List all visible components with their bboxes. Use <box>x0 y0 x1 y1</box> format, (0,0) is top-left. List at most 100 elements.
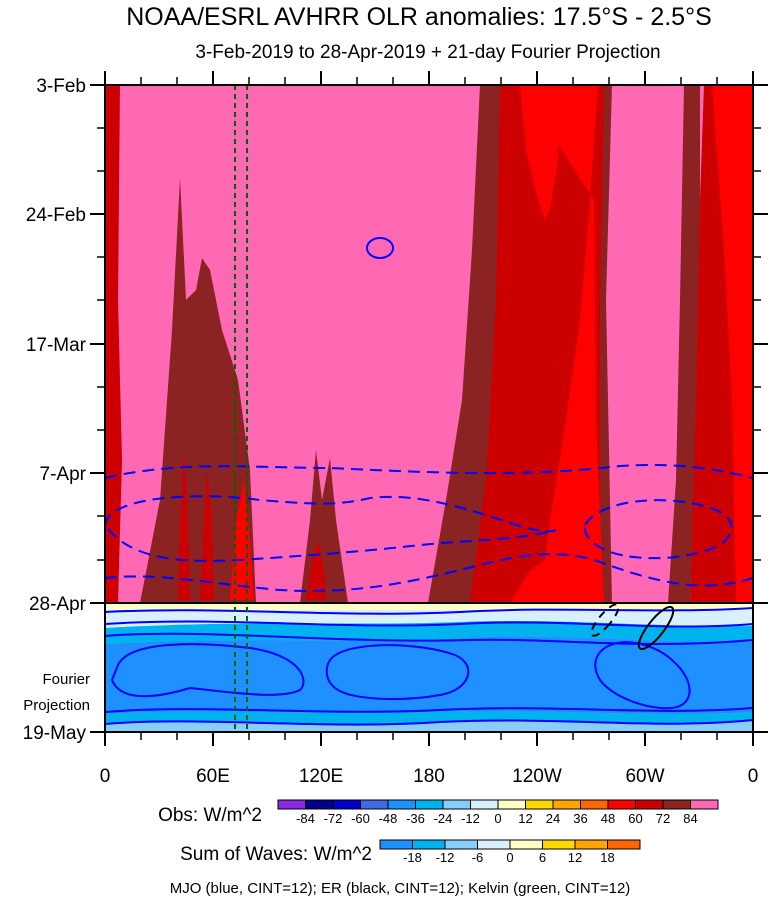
y-tick-label: 17-Mar <box>26 335 87 356</box>
obs-band-atlantic-brown <box>668 85 700 603</box>
colorbar-tick-label: 60 <box>628 811 642 826</box>
colorbar-tick-label: -12 <box>461 811 480 826</box>
obs-red-spot-3 <box>230 480 254 600</box>
mjo-contour-dashed-1 <box>105 463 753 479</box>
proj-mjo-line-2 <box>105 620 753 628</box>
colorbar-swatch <box>580 799 609 810</box>
colorbar-swatch <box>470 799 499 810</box>
proj-mjo-cell-1 <box>110 643 305 698</box>
colorbar-swatch <box>387 799 416 810</box>
colorbar-tick-label: 48 <box>601 811 615 826</box>
colorbar-tick-label: -18 <box>403 850 422 865</box>
obs-band-east-pacific-red <box>520 85 604 603</box>
proj-light-band <box>105 621 753 644</box>
y-tick-label: 24-Feb <box>26 205 86 226</box>
colorbar-tick-label: 12 <box>568 850 582 865</box>
mjo-contour-dashed-3 <box>583 499 733 560</box>
colorbar-tick-label: 24 <box>546 811 560 826</box>
colorbar-swatch <box>442 799 471 810</box>
colorbar-swatch <box>525 799 554 810</box>
colorbar-swatch <box>477 839 511 850</box>
mjo-contour-dashed-4 <box>105 553 753 592</box>
obs-colorbar: -84 -72 -60 -48 -36 -24 -12 0 12 24 36 48 60 72 84 <box>277 799 719 826</box>
proj-mjo-cell-3 <box>594 641 691 710</box>
x-tick-label: 0 <box>748 766 759 787</box>
colorbar-tick-label: 36 <box>573 811 587 826</box>
y-tick-label: 19-May <box>23 723 87 744</box>
x-tick-label: 60W <box>625 766 664 787</box>
obs-panel <box>105 85 753 603</box>
obs-red-spot-2 <box>200 470 214 600</box>
obs-red-spot-1 <box>178 450 190 600</box>
colorbar-swatch <box>574 839 608 850</box>
x-tick-label: 180 <box>413 766 445 787</box>
proj-mjo-line-1 <box>105 607 753 615</box>
x-ticks <box>104 71 754 746</box>
x-tick-label: 120W <box>512 766 562 787</box>
colorbar-tick-label: 12 <box>518 811 532 826</box>
colorbar-swatch <box>497 799 526 810</box>
chart-subtitle: 3-Feb-2019 to 28-Apr-2019 + 21-day Fouri… <box>195 42 660 63</box>
er-contour-dashed <box>590 603 620 637</box>
colorbar-swatch <box>305 799 334 810</box>
colorbar-swatch <box>509 839 543 850</box>
y-ticks <box>90 84 768 733</box>
colorbar-tick-label: 6 <box>539 850 546 865</box>
projection-panel <box>105 603 753 732</box>
obs-band-atlantic-red <box>712 85 753 603</box>
colorbar-tick-label: -60 <box>351 811 370 826</box>
x-tick-label: 120E <box>299 766 343 787</box>
footer-note: MJO (blue, CINT=12); ER (black, CINT=12)… <box>170 880 631 897</box>
colorbar-tick-label: -36 <box>406 811 425 826</box>
er-contour-solid <box>637 605 675 651</box>
colorbar-swatch <box>412 839 446 850</box>
colorbar-tick-label: -72 <box>324 811 343 826</box>
y-tick-label-fourier: Fourier <box>42 671 90 688</box>
proj-mjo-line-5 <box>105 719 753 726</box>
mjo-contour-small <box>366 237 394 259</box>
y-minor-ticks <box>97 127 761 561</box>
colorbar-swatch <box>542 839 576 850</box>
colorbar-swatch <box>277 799 306 810</box>
chart-title: NOAA/ESRL AVHRR OLR anomalies: 17.5°S - … <box>126 3 712 31</box>
colorbar-swatch <box>690 799 719 810</box>
y-tick-label: 3-Feb <box>36 76 86 97</box>
colorbar-tick-label: -6 <box>472 850 484 865</box>
obs-legend-label: Obs: W/m^2 <box>158 805 262 826</box>
colorbar-tick-label: -24 <box>434 811 453 826</box>
colorbar-swatch <box>415 799 444 810</box>
x-minor-ticks <box>140 77 718 740</box>
obs-plume-indian <box>140 178 256 603</box>
x-tick-label: 60E <box>196 766 230 787</box>
proj-mjo-line-4 <box>105 707 753 713</box>
x-tick-label: 0 <box>100 766 111 787</box>
colorbar-tick-label: -48 <box>379 811 398 826</box>
colorbar-swatch <box>379 839 413 850</box>
colorbar-swatch <box>360 799 389 810</box>
colorbar-swatch <box>662 799 691 810</box>
colorbar-tick-label: 18 <box>600 850 614 865</box>
colorbar-swatch <box>552 799 581 810</box>
obs-red-core <box>520 85 560 220</box>
y-tick-label: 7-Apr <box>40 464 87 485</box>
proj-mjo-line-3 <box>105 632 753 646</box>
colorbar-tick-label: -84 <box>296 811 315 826</box>
proj-top-yellow <box>105 603 753 610</box>
colorbar-swatch <box>635 799 664 810</box>
waves-legend-label: Sum of Waves: W/m^2 <box>180 844 372 865</box>
colorbar-tick-label: 0 <box>506 850 513 865</box>
obs-plume-pacific-red <box>306 540 326 600</box>
colorbar-tick-label: -12 <box>436 850 455 865</box>
waves-colorbar: -18 -12 -6 0 6 12 18 <box>379 839 641 865</box>
y-tick-label: 28-Apr <box>29 594 87 615</box>
obs-red-lower <box>510 560 580 603</box>
colorbar-swatch <box>444 839 478 850</box>
colorbar-tick-label: 84 <box>683 811 697 826</box>
colorbar-swatch <box>332 799 361 810</box>
proj-mjo-cell-2 <box>325 644 470 701</box>
colorbar-tick-label: 72 <box>656 811 670 826</box>
colorbar-swatch <box>607 839 641 850</box>
colorbar-tick-label: 0 <box>494 811 501 826</box>
y-tick-label-projection: Projection <box>23 697 90 714</box>
